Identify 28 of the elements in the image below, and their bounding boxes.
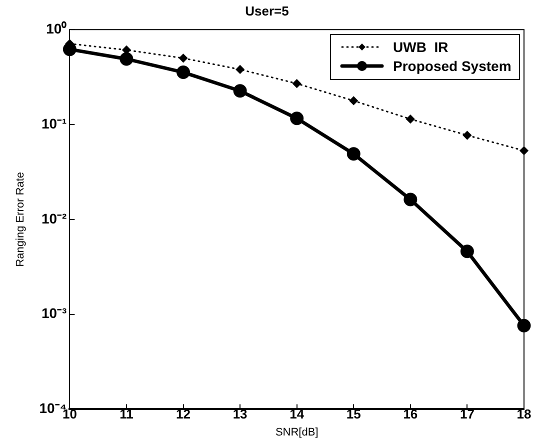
point <box>176 66 190 80</box>
point <box>404 192 418 206</box>
point <box>462 131 472 140</box>
x-tick-label: 16 <box>403 406 418 422</box>
point <box>233 84 247 98</box>
y-tick-label: 10⁻³ <box>41 305 68 322</box>
x-tick-label: 18 <box>516 406 532 422</box>
x-tick-label: 12 <box>176 406 191 422</box>
point <box>292 79 302 88</box>
x-tick-label: 14 <box>290 406 305 422</box>
point <box>120 52 134 66</box>
x-axis-title: SNR[dB] <box>275 426 318 438</box>
point <box>179 54 188 62</box>
point <box>406 114 415 124</box>
y-tick-label: 10⁰ <box>46 20 67 36</box>
x-tick-label: 11 <box>120 406 134 422</box>
y-axis-title: Ranging Error Rate <box>14 172 27 267</box>
point <box>349 96 358 105</box>
point <box>460 244 474 258</box>
point <box>290 112 304 126</box>
chart-title: User=5 <box>245 3 289 18</box>
legend-label: Proposed System <box>393 58 512 74</box>
point <box>346 147 360 161</box>
legend-label: UWB IR <box>393 39 448 56</box>
y-tick-label: 10⁻² <box>41 210 68 226</box>
point <box>517 318 531 332</box>
y-tick-label: 10⁻¹ <box>41 115 68 132</box>
point <box>236 65 244 74</box>
